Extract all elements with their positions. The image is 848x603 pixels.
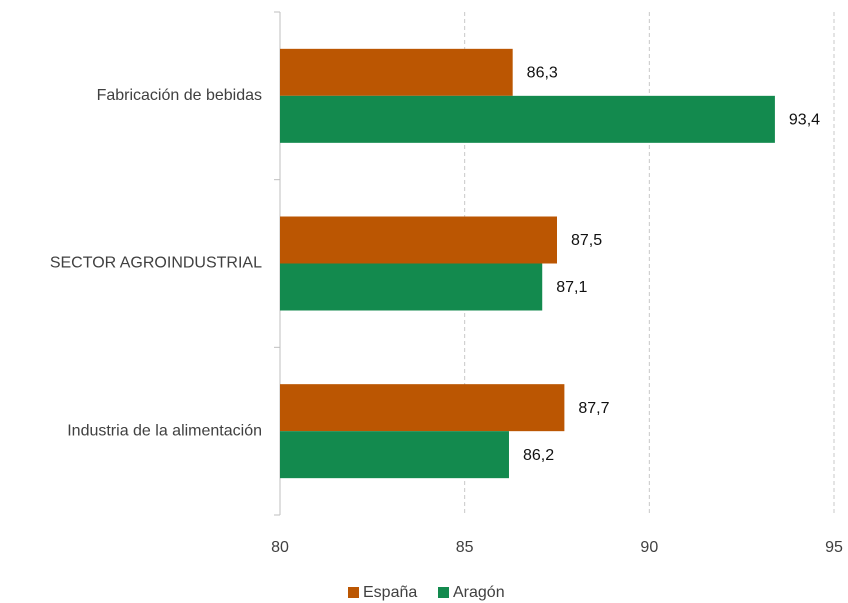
value-label: 93,4 bbox=[789, 112, 820, 129]
bar bbox=[280, 216, 557, 264]
bar bbox=[280, 384, 565, 432]
x-tick-label: 90 bbox=[640, 539, 658, 556]
x-tick-label: 95 bbox=[825, 539, 843, 556]
value-label: 86,3 bbox=[527, 65, 558, 82]
bar bbox=[280, 48, 513, 96]
bar bbox=[280, 431, 509, 479]
bar bbox=[280, 95, 775, 143]
legend-label: España bbox=[363, 584, 417, 601]
value-label: 87,7 bbox=[578, 400, 609, 417]
legend-label: Aragón bbox=[453, 584, 505, 601]
y-tick-label: Industria de la alimentación bbox=[67, 422, 262, 439]
y-tick-label: SECTOR AGROINDUSTRIAL bbox=[50, 255, 262, 272]
legend-swatch bbox=[348, 587, 359, 598]
legend-swatch bbox=[438, 587, 449, 598]
value-label: 87,5 bbox=[571, 232, 602, 249]
x-tick-label: 80 bbox=[271, 539, 289, 556]
bar bbox=[280, 263, 543, 311]
y-tick-label: Fabricación de bebidas bbox=[97, 87, 262, 104]
value-label: 86,2 bbox=[523, 447, 554, 464]
x-tick-label: 85 bbox=[456, 539, 474, 556]
value-label: 87,1 bbox=[556, 279, 587, 296]
